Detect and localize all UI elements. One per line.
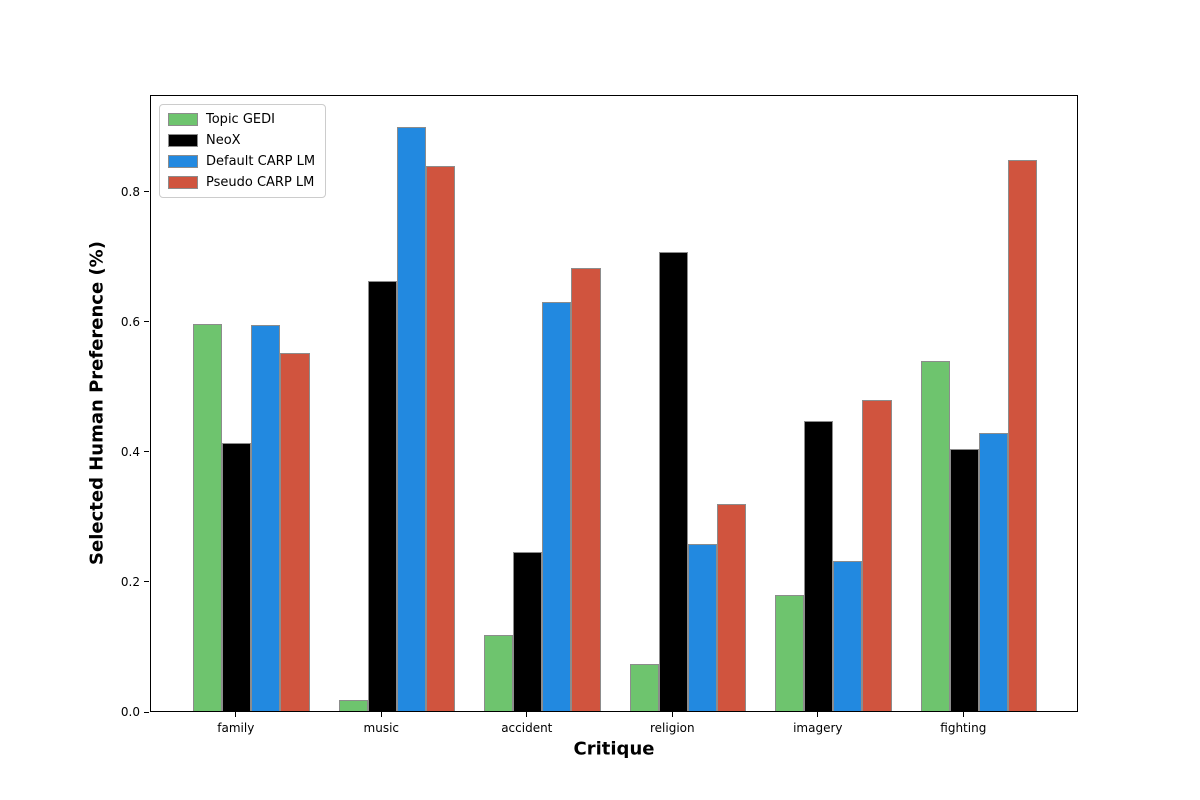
- legend-swatch: [168, 155, 198, 168]
- y-tick-mark: [144, 451, 149, 453]
- bar-family-default-carp-lm: [251, 325, 281, 711]
- x-tick-label: accident: [501, 721, 553, 735]
- bar-music-neox: [367, 280, 397, 711]
- y-tick-label: 0.2: [120, 574, 140, 589]
- y-tick-label: 0.0: [120, 705, 140, 719]
- legend-item: Default CARP LM: [168, 154, 315, 169]
- bar-family-neox: [222, 443, 252, 711]
- x-tick-label: family: [217, 721, 255, 735]
- bar-family-pseudo-carp-lm: [280, 353, 310, 711]
- legend-swatch: [168, 134, 198, 147]
- legend-item: Pseudo CARP LM: [168, 175, 315, 190]
- x-tick-label: fighting: [940, 721, 987, 735]
- legend-label: Pseudo CARP LM: [206, 175, 315, 190]
- y-tick-mark: [144, 321, 149, 323]
- bar-fighting-neox: [949, 449, 979, 711]
- x-tick-mark: [817, 712, 819, 717]
- y-tick-label: 0.8: [120, 184, 140, 199]
- bar-accident-pseudo-carp-lm: [571, 268, 601, 711]
- bar-religion-neox: [658, 252, 688, 711]
- legend-item: NeoX: [168, 133, 315, 148]
- bar-religion-pseudo-carp-lm: [716, 504, 747, 711]
- legend-label: Default CARP LM: [206, 154, 316, 169]
- legend-swatch: [168, 176, 198, 189]
- x-axis-label: Critique: [573, 738, 655, 760]
- bar-accident-neox: [513, 551, 543, 711]
- x-tick-mark: [235, 712, 237, 717]
- bar-family-topic-gedi: [193, 324, 223, 711]
- x-tick-mark: [526, 712, 528, 717]
- bar-religion-topic-gedi: [629, 664, 659, 711]
- bar-imagery-default-carp-lm: [833, 560, 863, 711]
- x-tick-mark: [671, 712, 673, 717]
- y-tick-label: 0.6: [120, 314, 140, 329]
- x-tick-mark: [962, 712, 964, 717]
- y-tick-label: 0.4: [120, 444, 140, 459]
- bar-imagery-neox: [804, 421, 834, 711]
- y-tick-mark: [144, 191, 149, 193]
- bar-fighting-pseudo-carp-lm: [1007, 159, 1038, 711]
- bar-music-topic-gedi: [338, 699, 368, 711]
- bar-music-default-carp-lm: [396, 127, 426, 711]
- bar-fighting-topic-gedi: [920, 361, 950, 711]
- bar-fighting-default-carp-lm: [978, 433, 1008, 711]
- y-tick-mark: [144, 711, 149, 713]
- bar-accident-topic-gedi: [484, 634, 514, 711]
- x-tick-label: imagery: [793, 721, 843, 735]
- bar-imagery-pseudo-carp-lm: [862, 399, 892, 711]
- x-tick-label: music: [363, 721, 400, 735]
- legend-label: NeoX: [206, 133, 241, 148]
- bar-music-pseudo-carp-lm: [425, 165, 456, 711]
- y-tick-mark: [144, 581, 149, 583]
- bar-imagery-topic-gedi: [775, 595, 805, 711]
- bar-accident-default-carp-lm: [542, 302, 572, 711]
- legend-swatch: [168, 113, 198, 126]
- legend-label: Topic GEDI: [206, 112, 275, 127]
- x-tick-mark: [380, 712, 382, 717]
- y-axis-label: Selected Human Preference (%): [86, 241, 108, 565]
- legend-item: Topic GEDI: [168, 112, 315, 127]
- bar-religion-default-carp-lm: [687, 543, 717, 711]
- legend: Topic GEDI NeoX Default CARP LM Pseudo CARP…: [159, 104, 327, 198]
- plot-area: Topic GEDI NeoX Default CARP LM Pseudo CARP…: [150, 95, 1078, 712]
- x-tick-label: religion: [649, 721, 695, 735]
